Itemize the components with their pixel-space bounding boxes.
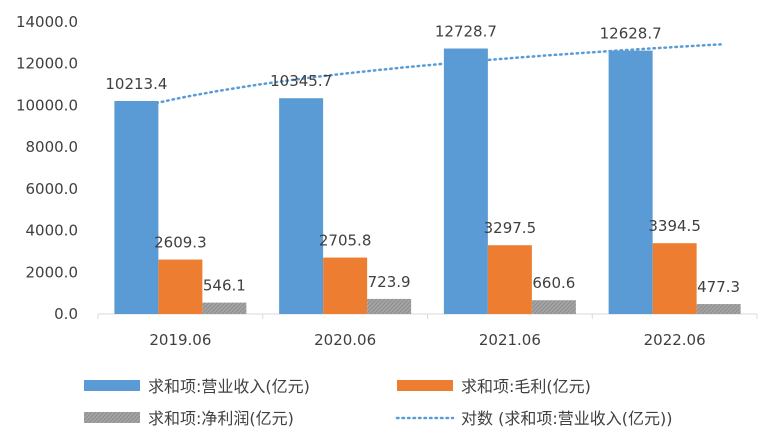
- bar: [367, 298, 412, 314]
- data-label: 10213.4: [105, 75, 167, 93]
- legend-swatch: [397, 380, 453, 391]
- x-axis: 2019.06 2020.06 2021.06 2022.06: [97, 313, 758, 349]
- bar: [696, 304, 741, 314]
- bar: [608, 50, 653, 314]
- trendline: [155, 43, 722, 105]
- y-tick-label: 0.0: [54, 305, 78, 323]
- data-label: 10345.7: [270, 72, 332, 90]
- y-tick-label: 4000.0: [26, 222, 79, 240]
- bar: [158, 259, 203, 314]
- y-tick-label: 6000.0: [26, 180, 79, 198]
- bars: [114, 48, 741, 314]
- legend: 求和项:营业收入(亿元) 求和项:毛利(亿元) 求和项:净利润(亿元) 对数 (求和项…: [84, 377, 672, 428]
- y-tick-label: 8000.0: [26, 138, 79, 156]
- legend-item: 求和项:营业收入(亿元): [84, 377, 310, 396]
- data-label: 12628.7: [600, 25, 662, 43]
- y-tick-label: 14000.0: [16, 13, 78, 31]
- x-tick-label: 2020.06: [314, 331, 376, 349]
- bar: [279, 98, 324, 314]
- x-tick-label: 2022.06: [644, 331, 706, 349]
- data-labels: 10213.4 10345.7 12728.7 12628.7 2609.3 2705.8…: [105, 23, 740, 297]
- bar: [323, 257, 368, 314]
- data-label: 3394.5: [648, 217, 701, 235]
- legend-swatch: [84, 380, 140, 391]
- legend-item: 对数 (求和项:营业收入(亿元)): [395, 409, 672, 428]
- data-label: 12728.7: [435, 23, 497, 41]
- x-tick-label: 2019.06: [149, 331, 211, 349]
- legend-swatch: [84, 412, 140, 423]
- legend-label: 求和项:营业收入(亿元): [148, 377, 310, 396]
- legend-item: 求和项:毛利(亿元): [397, 377, 591, 396]
- y-tick-label: 12000.0: [16, 55, 78, 73]
- legend-label: 求和项:净利润(亿元): [148, 409, 294, 428]
- data-label: 477.3: [697, 278, 740, 296]
- x-tick-label: 2021.06: [479, 331, 541, 349]
- bar: [443, 48, 488, 314]
- y-axis: 0.0 2000.0 4000.0 6000.0 8000.0 10000.0 12000.…: [16, 13, 78, 323]
- data-label: 660.6: [532, 274, 575, 292]
- bar: [487, 245, 532, 314]
- data-label: 723.9: [368, 273, 411, 291]
- legend-label: 求和项:毛利(亿元): [461, 377, 591, 396]
- y-tick-label: 10000.0: [16, 96, 78, 114]
- legend-item: 求和项:净利润(亿元): [84, 409, 294, 428]
- y-tick-label: 2000.0: [26, 263, 79, 281]
- legend-label: 对数 (求和项:营业收入(亿元)): [461, 409, 672, 428]
- data-label: 2609.3: [154, 234, 207, 252]
- trendline-path: [155, 43, 722, 105]
- bar: [202, 302, 247, 314]
- bar: [652, 243, 697, 314]
- data-label: 3297.5: [484, 219, 537, 237]
- data-label: 546.1: [203, 277, 246, 295]
- data-label: 2705.8: [319, 232, 372, 250]
- bar: [114, 100, 159, 314]
- bar: [531, 300, 576, 314]
